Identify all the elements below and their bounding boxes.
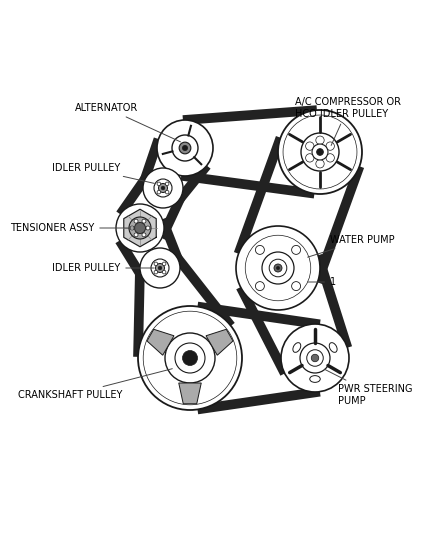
Circle shape bbox=[155, 263, 165, 272]
Circle shape bbox=[161, 186, 165, 190]
Circle shape bbox=[134, 222, 145, 233]
Circle shape bbox=[129, 217, 151, 239]
Circle shape bbox=[151, 259, 169, 277]
Polygon shape bbox=[124, 209, 156, 247]
Circle shape bbox=[165, 182, 169, 185]
Polygon shape bbox=[206, 329, 233, 355]
Circle shape bbox=[269, 259, 287, 277]
Circle shape bbox=[292, 281, 300, 290]
Circle shape bbox=[162, 270, 166, 274]
Circle shape bbox=[311, 354, 319, 362]
Circle shape bbox=[157, 190, 161, 194]
Circle shape bbox=[140, 248, 180, 288]
Circle shape bbox=[326, 154, 334, 162]
Circle shape bbox=[316, 159, 324, 168]
Circle shape bbox=[236, 226, 320, 310]
Circle shape bbox=[154, 179, 172, 197]
Circle shape bbox=[307, 350, 323, 366]
Circle shape bbox=[172, 135, 198, 161]
Circle shape bbox=[281, 324, 349, 392]
Circle shape bbox=[255, 281, 265, 290]
Circle shape bbox=[306, 142, 314, 150]
Circle shape bbox=[301, 133, 339, 171]
Ellipse shape bbox=[310, 376, 320, 382]
Circle shape bbox=[116, 204, 164, 252]
Circle shape bbox=[165, 190, 169, 194]
Circle shape bbox=[142, 219, 146, 223]
Circle shape bbox=[157, 120, 213, 176]
Ellipse shape bbox=[293, 343, 301, 352]
Circle shape bbox=[278, 110, 362, 194]
Text: CRANKSHAFT PULLEY: CRANKSHAFT PULLEY bbox=[18, 369, 172, 400]
Circle shape bbox=[165, 333, 215, 383]
Circle shape bbox=[134, 233, 138, 237]
Circle shape bbox=[162, 262, 166, 265]
Circle shape bbox=[158, 266, 162, 270]
Circle shape bbox=[157, 182, 161, 185]
Circle shape bbox=[326, 142, 334, 150]
Circle shape bbox=[130, 226, 134, 230]
Circle shape bbox=[134, 219, 138, 223]
Circle shape bbox=[306, 154, 314, 162]
Circle shape bbox=[159, 183, 167, 192]
Text: A/C COMPRESSOR OR
HCO IDLER PULLEY: A/C COMPRESSOR OR HCO IDLER PULLEY bbox=[295, 97, 401, 146]
Text: WATER PUMP: WATER PUMP bbox=[307, 235, 395, 257]
Circle shape bbox=[179, 142, 191, 154]
Circle shape bbox=[146, 226, 150, 230]
Polygon shape bbox=[179, 383, 201, 404]
Circle shape bbox=[292, 245, 300, 254]
Circle shape bbox=[182, 146, 187, 151]
Circle shape bbox=[276, 266, 279, 270]
Circle shape bbox=[274, 264, 282, 272]
Circle shape bbox=[183, 351, 198, 366]
Circle shape bbox=[300, 343, 330, 373]
Ellipse shape bbox=[329, 343, 337, 352]
Text: 1: 1 bbox=[308, 277, 336, 287]
Text: IDLER PULLEY: IDLER PULLEY bbox=[52, 163, 154, 183]
Circle shape bbox=[255, 245, 265, 254]
Circle shape bbox=[312, 144, 328, 160]
Polygon shape bbox=[147, 329, 174, 355]
Circle shape bbox=[175, 343, 205, 373]
Circle shape bbox=[317, 149, 323, 156]
Text: ALTERNATOR: ALTERNATOR bbox=[75, 103, 180, 142]
Text: TENSIONER ASSY: TENSIONER ASSY bbox=[10, 223, 135, 233]
Circle shape bbox=[262, 252, 294, 284]
Circle shape bbox=[154, 270, 158, 274]
Text: PWR STEERING
PUMP: PWR STEERING PUMP bbox=[325, 369, 413, 406]
Text: IDLER PULLEY: IDLER PULLEY bbox=[52, 263, 154, 273]
Circle shape bbox=[316, 136, 324, 144]
Circle shape bbox=[154, 262, 158, 265]
Circle shape bbox=[142, 233, 146, 237]
Circle shape bbox=[143, 168, 183, 208]
Circle shape bbox=[138, 306, 242, 410]
